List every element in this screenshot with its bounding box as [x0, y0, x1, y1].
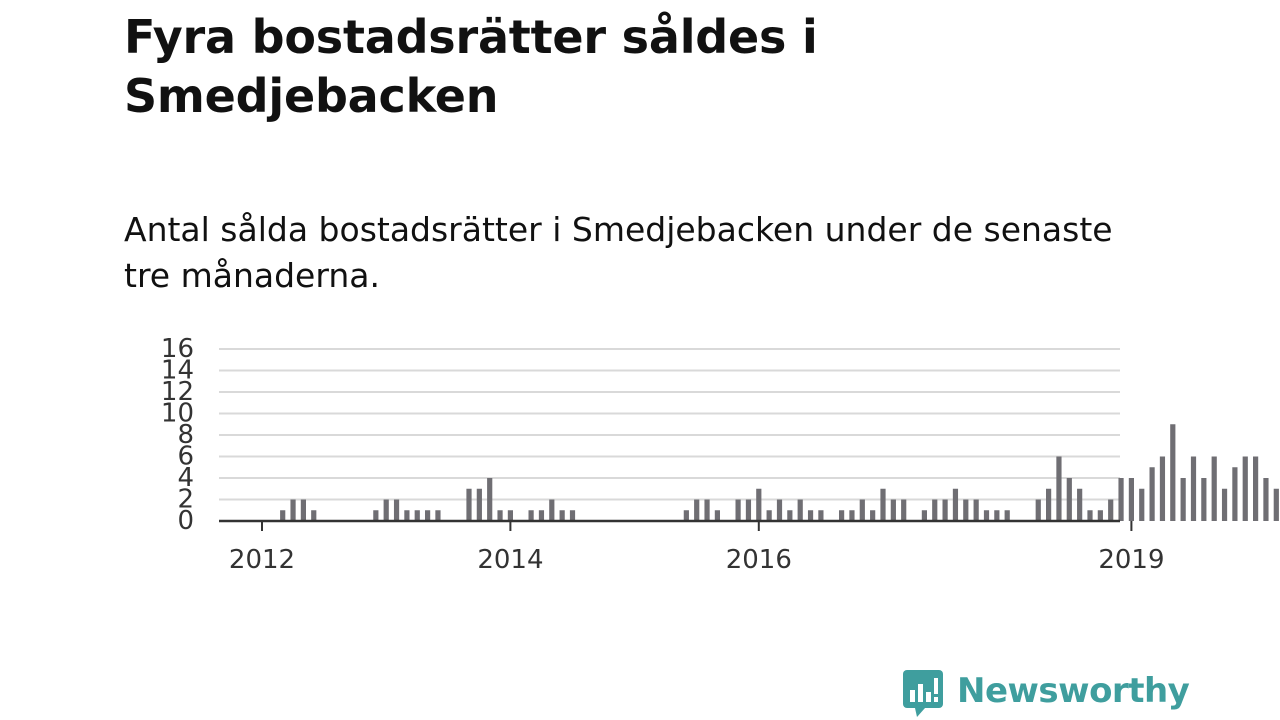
bar: [1201, 478, 1207, 521]
bar: [1056, 456, 1062, 521]
bar: [1066, 478, 1072, 521]
bar: [373, 510, 379, 521]
bar: [756, 488, 762, 521]
newsworthy-logo-icon: [903, 670, 943, 717]
bar: [1139, 488, 1145, 521]
bar: [932, 499, 938, 521]
bar: [1253, 456, 1259, 521]
bar: [1263, 478, 1269, 521]
y-tick-label: 16: [161, 334, 194, 364]
bar: [776, 499, 783, 521]
bar: [797, 499, 803, 521]
bar: [870, 510, 876, 521]
bar: [901, 499, 907, 521]
bar: [1242, 456, 1248, 521]
y-tick-label: 6: [177, 442, 194, 472]
bar: [393, 499, 400, 521]
bar: [300, 499, 306, 521]
bar: [973, 499, 979, 521]
bar: [1128, 478, 1134, 521]
bar: [1211, 456, 1217, 521]
bar: [414, 510, 420, 521]
x-tick-label: 2014: [477, 545, 543, 575]
bar: [425, 510, 431, 521]
bar: [735, 499, 741, 521]
bar: [1221, 488, 1228, 521]
bar: [839, 510, 845, 521]
bar: [1097, 510, 1103, 521]
gridlines: [219, 348, 1120, 501]
y-tick-label: 4: [177, 463, 194, 493]
x-axis: 2012201420162019202120232025: [219, 519, 1164, 575]
bar: [290, 499, 296, 521]
bar: [683, 510, 689, 521]
bar: [507, 510, 513, 521]
bar: [476, 488, 482, 521]
bar: [569, 510, 576, 521]
bar: [528, 510, 534, 521]
bar: [952, 488, 959, 521]
bar: [818, 510, 824, 521]
bar: [859, 499, 865, 521]
bars: [280, 424, 1279, 521]
bar: [714, 510, 720, 521]
x-tick-label: 2012: [229, 545, 295, 575]
bar: [807, 510, 814, 521]
bar: [549, 499, 555, 521]
bar: [994, 510, 1000, 521]
bar: [983, 510, 990, 521]
newsworthy-logo: Newsworthy: [903, 670, 1190, 720]
bar: [1046, 488, 1052, 521]
bar: [280, 510, 286, 521]
bar: [1077, 488, 1083, 521]
bar: [1004, 510, 1010, 521]
bar: [694, 499, 700, 521]
bar: [559, 510, 565, 521]
bar: [704, 499, 710, 521]
y-tick-label: 8: [177, 420, 194, 450]
bar: [745, 499, 752, 521]
bar: [1149, 467, 1155, 521]
y-tick-label: 2: [177, 485, 194, 515]
y-tick-label: 12: [161, 377, 194, 407]
bar: [1180, 478, 1186, 521]
bar: [849, 510, 855, 521]
bar: [766, 510, 772, 521]
bar: [404, 510, 410, 521]
bar: [487, 478, 493, 521]
bar: [1170, 424, 1176, 521]
bar: [921, 510, 927, 521]
bar: [466, 488, 472, 521]
y-tick-label: 10: [161, 399, 194, 429]
bar: [1190, 456, 1197, 521]
bar: [1232, 467, 1238, 521]
bar: [311, 510, 317, 521]
bar: [880, 488, 886, 521]
y-tick-label: 14: [161, 356, 194, 386]
chart-subtitle: Antal sålda bostadsrätter i Smedjebacken…: [124, 210, 1113, 295]
x-tick-label: 2019: [1098, 545, 1164, 575]
chart-title: Fyra bostadsrätter såldes i Smedjebacken: [124, 10, 818, 123]
bar: [963, 499, 969, 521]
brand-name: Newsworthy: [957, 671, 1190, 711]
bar: [1159, 456, 1166, 521]
y-tick-label: 0: [177, 506, 194, 536]
bar: [1035, 499, 1041, 521]
bar: [1118, 478, 1124, 521]
bar: [538, 510, 545, 521]
bar: [383, 499, 389, 521]
bar: [497, 510, 503, 521]
bar: [890, 499, 896, 521]
bar: [435, 510, 441, 521]
bar: [787, 510, 793, 521]
x-tick-label: 2016: [726, 545, 792, 575]
bar: [1108, 499, 1114, 521]
bar: [1087, 510, 1093, 521]
bar: [1273, 488, 1279, 521]
bar: [942, 499, 948, 521]
